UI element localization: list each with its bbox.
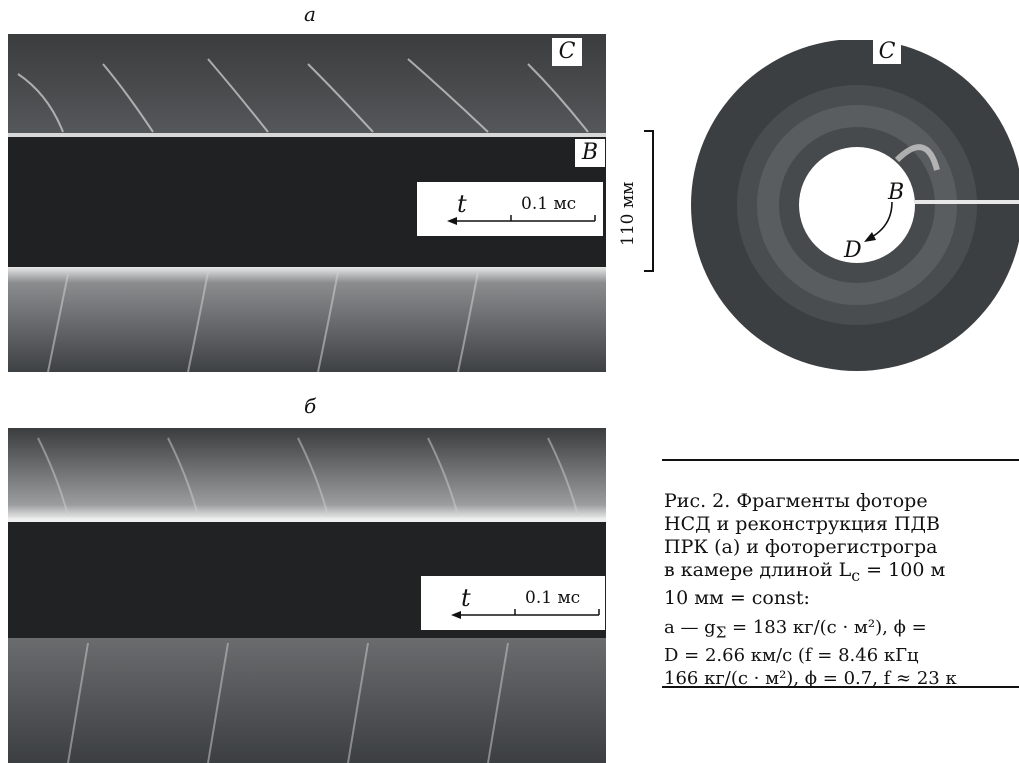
label-c-panel-a: C [552,38,582,66]
time-symbol-b: t [461,584,471,612]
time-symbol-a: t [457,190,467,218]
ring-label-b: B [888,180,905,205]
panel-a-letter: a [304,2,316,26]
scale-bar-label: 110 мм [618,181,638,246]
caption-line-4: в камере длиной Lc = 100 м [664,559,946,585]
time-scale-box-a: t 0.1 мс [417,182,603,236]
time-arrow-b [451,609,600,619]
ring-label-c: C [873,38,901,64]
caption-line-6: a — gΣ = 183 кг/(с · м²), ϕ = [664,616,927,642]
time-value-a: 0.1 мс [521,194,577,214]
time-value-b: 0.1 мс [525,588,581,608]
caption-line-2: НСД и реконструкция ПДВ [664,513,940,535]
caption-line-5: 10 мм = const: [664,586,810,609]
caption-bottom-rule [662,686,1019,688]
ring-label-d: D [844,238,862,263]
label-b-panel-a: B [575,139,605,167]
scale-bar-bracket [644,130,654,272]
caption-top-rule [662,459,1019,461]
panel-b-letter: б [304,394,317,418]
caption-line-1: Рис. 2. Фрагменты фоторе [664,490,928,512]
time-arrow-a [447,215,596,225]
figure-caption: Рис. 2. Фрагменты фоторе НСД и реконстру… [664,490,1019,690]
ring-arrow-b-to-d [864,201,893,242]
caption-line-7: D = 2.66 км/с (f = 8.46 кГц [664,645,919,667]
ring-reconstruction [687,40,1019,372]
caption-line-3: ПРК (a) и фоторегистрогра [664,536,938,558]
caption-line-8: 166 кг/(с · м²), ϕ = 0.7, f ≈ 23 к [664,668,957,690]
time-scale-box-b: t 0.1 мс [421,576,605,630]
